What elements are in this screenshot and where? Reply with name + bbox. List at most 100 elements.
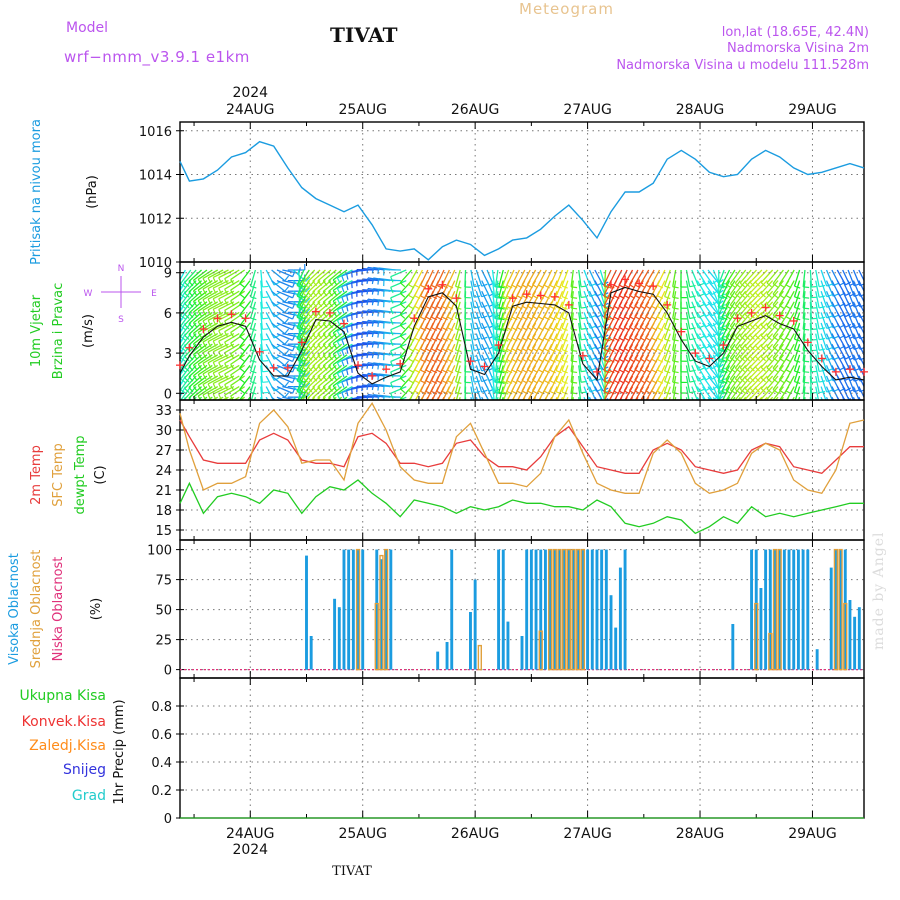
wind-barb (721, 322, 731, 339)
wind-barb-flag (192, 385, 198, 392)
wind-barb (470, 386, 475, 400)
wind-barb-flag (212, 309, 217, 315)
wind-barb (820, 269, 828, 287)
wind-barb-flag (307, 397, 311, 400)
wind-barb-flag (312, 397, 316, 400)
wind-barb-flag (561, 370, 568, 374)
wind-barb (578, 386, 582, 400)
wind-barb-flag (188, 333, 194, 340)
wind-barb (578, 291, 582, 309)
temp-dewpt-label: dewpt Temp (73, 435, 88, 514)
wind-barb (672, 354, 677, 372)
wind-barb (276, 354, 293, 363)
wind-barb-flag (739, 324, 746, 330)
wind-barb-flag (239, 325, 245, 331)
wind-barb-flag (561, 359, 568, 363)
wind-barb-flag (624, 412, 629, 415)
wind-barb (332, 364, 348, 376)
wind-barb-flag (562, 413, 568, 415)
wind-barb (815, 301, 820, 319)
wind-barb-flag (180, 298, 181, 299)
wind-barb (495, 386, 499, 400)
wind-barb-flag (549, 359, 556, 363)
wind-barb (317, 311, 332, 324)
wind-barb-flag (300, 411, 305, 414)
wind-barb-flag (312, 333, 318, 340)
wind-barb (326, 396, 332, 400)
wind-barb (707, 375, 720, 390)
wind-barb (815, 269, 820, 287)
high-cloud-bar (581, 549, 585, 670)
wind-barb-flag (371, 383, 374, 391)
wind-barb (322, 343, 337, 356)
wind-barb (815, 280, 820, 298)
y-tick-label: 21 (155, 484, 172, 499)
wind-barb (446, 365, 456, 382)
wind-barb-flag (421, 413, 426, 416)
wind-barb (249, 280, 257, 298)
wind-barb (707, 280, 720, 295)
wind-barb-flag (302, 282, 308, 287)
wind-barb-flag (332, 300, 338, 307)
wind-barb-flag (273, 345, 280, 350)
wind-barb (599, 386, 606, 400)
wind-barb-flag (284, 328, 290, 335)
wind-barb (820, 375, 828, 393)
wind-barb (470, 312, 475, 330)
wind-barb-flag (866, 283, 871, 286)
wind-barb-flag (366, 373, 369, 380)
wind-barb (754, 322, 768, 336)
wind-barb (218, 322, 235, 332)
wind-barb (729, 269, 741, 285)
y-tick-label: 15 (155, 524, 172, 539)
wind-barb (772, 333, 784, 348)
wind-barb-flag (299, 357, 306, 363)
wind-barb-flag (561, 391, 568, 395)
wind-barb (734, 333, 747, 348)
wind-barb-flag (779, 389, 785, 394)
wind-barb-flag (197, 395, 202, 400)
wind-barb-flag (522, 402, 527, 405)
wind-barb (729, 301, 741, 316)
pressure-line (179, 140, 865, 261)
wind-barb-flag (180, 357, 186, 362)
wind-barb (470, 301, 475, 319)
wind-barb (825, 375, 834, 392)
wind-barb-flag (549, 337, 556, 342)
wind-barb-flag (212, 340, 217, 347)
wind-barb (362, 352, 380, 356)
wind-barb-flag (308, 409, 312, 413)
wind-barb (685, 312, 691, 330)
wind-barb (721, 290, 731, 307)
wind-barb-flag (262, 317, 269, 320)
wind-barb (224, 354, 240, 364)
wind-barb (815, 365, 820, 383)
high-cloud-bar (562, 549, 566, 670)
wind-barb-flag (672, 339, 679, 342)
wind-barb (749, 354, 763, 368)
wind-barb (809, 291, 813, 309)
high-cloud-bar (782, 549, 786, 670)
wind-barb (754, 364, 768, 378)
wind-barb (734, 365, 747, 380)
wind-barb (749, 280, 763, 294)
wind-barb-flag (262, 307, 269, 309)
mid-cloud-bar (557, 548, 562, 671)
wind-barb (367, 393, 385, 398)
temperature-line-2 (179, 479, 864, 535)
day-label-top: 28AUG (676, 102, 725, 118)
wind-barb (498, 301, 504, 319)
wind-barb-flag (180, 283, 186, 288)
mid-cloud-bar (374, 602, 379, 671)
wind-barb (218, 333, 235, 342)
wind-barb (531, 269, 542, 286)
wind-barb (696, 290, 707, 307)
high-cloud-bar (614, 627, 618, 670)
wind-barb-flag (188, 323, 194, 329)
wind-barb (663, 280, 671, 297)
high-cloud-bar (506, 621, 510, 670)
wind-barb (739, 375, 752, 390)
wind-barb (825, 312, 834, 329)
high-cloud-bar (731, 624, 735, 670)
wind-barb (260, 280, 263, 298)
